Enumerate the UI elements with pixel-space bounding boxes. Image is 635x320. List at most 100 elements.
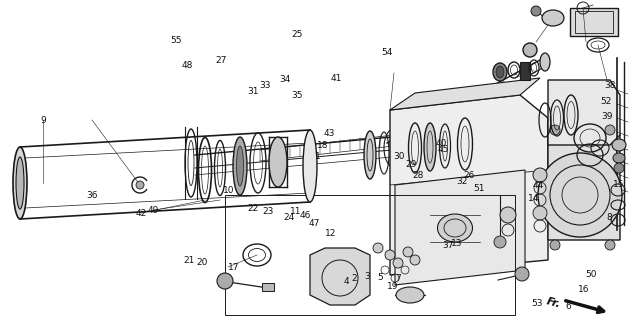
Text: 34: 34: [279, 75, 290, 84]
Text: 28: 28: [412, 171, 424, 180]
Text: 6: 6: [565, 302, 572, 311]
Text: 32: 32: [457, 177, 468, 186]
Text: 14: 14: [528, 194, 539, 203]
Ellipse shape: [16, 157, 24, 209]
Polygon shape: [548, 118, 620, 240]
Ellipse shape: [303, 130, 317, 202]
Circle shape: [393, 258, 403, 268]
Ellipse shape: [613, 153, 625, 163]
Polygon shape: [548, 80, 620, 145]
Text: 29: 29: [406, 160, 417, 169]
Text: 36: 36: [86, 191, 98, 200]
Circle shape: [217, 273, 233, 289]
Circle shape: [533, 206, 547, 220]
Polygon shape: [395, 170, 525, 285]
Text: 12: 12: [324, 229, 336, 238]
Circle shape: [605, 240, 615, 250]
Ellipse shape: [493, 63, 507, 81]
Ellipse shape: [424, 123, 436, 171]
Circle shape: [494, 236, 506, 248]
Bar: [570, 8, 618, 36]
Ellipse shape: [523, 43, 537, 57]
Text: 42: 42: [135, 209, 147, 218]
Text: 10: 10: [223, 186, 234, 195]
Text: 37: 37: [442, 241, 453, 250]
Text: 16: 16: [578, 285, 590, 294]
Text: 13: 13: [451, 239, 463, 248]
Text: 54: 54: [382, 48, 393, 57]
Text: 48: 48: [182, 61, 193, 70]
Text: 8: 8: [606, 213, 613, 222]
Text: 38: 38: [604, 81, 615, 90]
Ellipse shape: [540, 53, 550, 71]
Circle shape: [550, 125, 560, 135]
Text: 52: 52: [601, 97, 612, 106]
Text: 2: 2: [352, 274, 357, 283]
Text: 24: 24: [283, 213, 295, 222]
Ellipse shape: [233, 137, 247, 195]
Text: 11: 11: [290, 207, 301, 216]
Text: 25: 25: [291, 30, 303, 39]
Ellipse shape: [612, 139, 626, 151]
Ellipse shape: [13, 147, 27, 219]
Text: 30: 30: [393, 152, 404, 161]
Circle shape: [515, 267, 529, 281]
Text: 27: 27: [215, 56, 227, 65]
Ellipse shape: [542, 10, 564, 26]
Bar: [262, 283, 274, 291]
Polygon shape: [390, 78, 540, 110]
Polygon shape: [310, 248, 370, 305]
Circle shape: [531, 6, 541, 16]
Circle shape: [403, 247, 413, 257]
Circle shape: [550, 240, 560, 250]
Circle shape: [410, 255, 420, 265]
Text: 3: 3: [364, 272, 370, 281]
Text: 49: 49: [148, 206, 159, 215]
Circle shape: [500, 207, 516, 223]
Text: 50: 50: [585, 270, 596, 279]
Text: Fr.: Fr.: [545, 296, 561, 310]
Text: 9: 9: [40, 116, 46, 124]
Text: 4: 4: [344, 277, 349, 286]
Circle shape: [533, 168, 547, 182]
Text: 40: 40: [436, 139, 447, 148]
Text: 1: 1: [314, 152, 321, 161]
Text: 44: 44: [533, 181, 544, 190]
Text: 26: 26: [463, 171, 474, 180]
Ellipse shape: [438, 214, 472, 242]
Bar: [225, 195, 515, 315]
Ellipse shape: [496, 66, 504, 78]
Text: 35: 35: [291, 91, 303, 100]
Text: 45: 45: [438, 145, 449, 154]
Text: 21: 21: [184, 256, 195, 265]
Polygon shape: [390, 95, 548, 275]
Ellipse shape: [269, 137, 287, 187]
Ellipse shape: [364, 131, 376, 179]
Text: 39: 39: [601, 112, 613, 121]
Circle shape: [136, 181, 144, 189]
Circle shape: [605, 125, 615, 135]
Ellipse shape: [396, 287, 424, 303]
Text: 5: 5: [377, 273, 383, 282]
Text: 17: 17: [228, 263, 239, 272]
Text: 18: 18: [317, 141, 328, 150]
Text: 55: 55: [171, 36, 182, 45]
Text: 19: 19: [387, 282, 398, 291]
Text: 31: 31: [247, 87, 258, 96]
Text: 47: 47: [309, 219, 320, 228]
Text: 33: 33: [260, 81, 271, 90]
Text: 15: 15: [613, 180, 625, 188]
Ellipse shape: [236, 146, 243, 186]
Circle shape: [614, 163, 624, 173]
Circle shape: [385, 250, 395, 260]
Text: 23: 23: [262, 207, 274, 216]
Bar: [575, 11, 613, 33]
Text: 41: 41: [331, 74, 342, 83]
Text: 53: 53: [531, 300, 542, 308]
Text: 43: 43: [323, 129, 335, 138]
Text: 51: 51: [474, 184, 485, 193]
Circle shape: [373, 243, 383, 253]
Text: 7: 7: [395, 274, 401, 283]
Text: 46: 46: [299, 211, 311, 220]
Bar: [520, 62, 530, 80]
